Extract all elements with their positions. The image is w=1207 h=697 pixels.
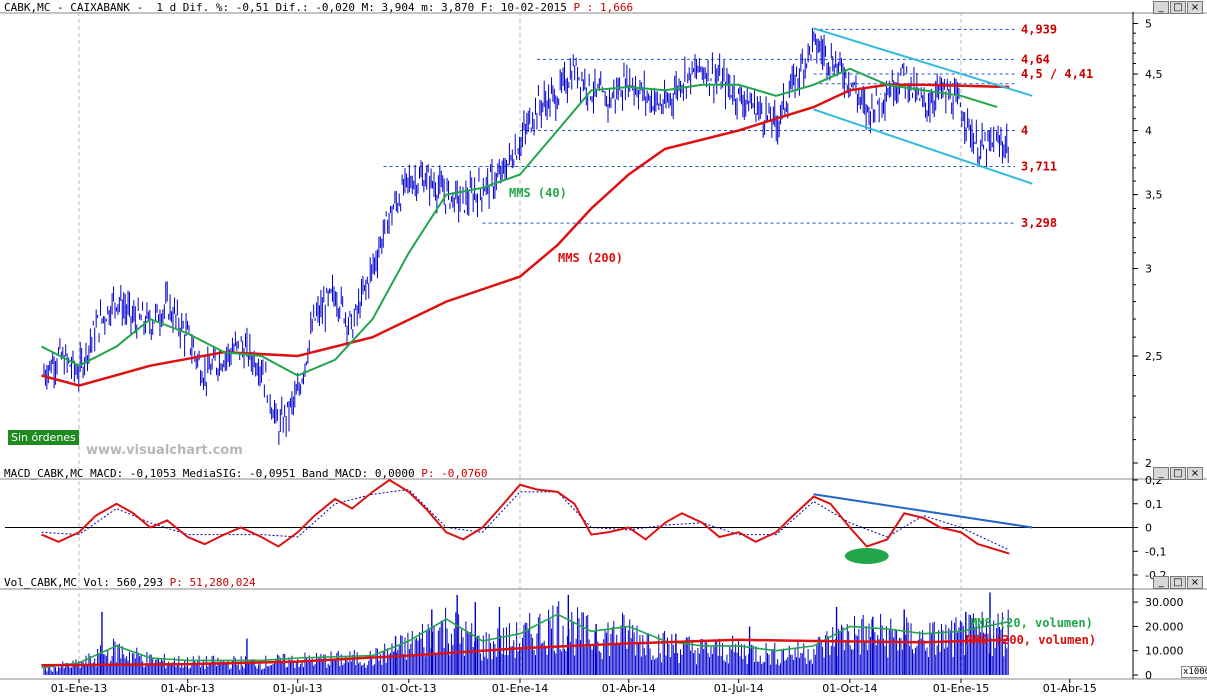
price-header-text: CABK,MC - CAIXABANK - 1 d Dif. %: -0,51 … <box>4 1 567 14</box>
x-tick-label: 01-Abr-14 <box>602 682 656 695</box>
close-icon[interactable]: × <box>1187 467 1203 480</box>
level-label: 3,711 <box>1021 160 1057 174</box>
volume-pane-controls: _ □ × <box>1153 576 1203 589</box>
price-header-p: P : 1,666 <box>566 1 634 14</box>
macd-line <box>41 478 1010 555</box>
volume-header-text: Vol_CABK,MC Vol: 560,293 <box>4 576 163 589</box>
x-tick-label: 01-Ene-13 <box>51 682 108 695</box>
minimize-icon[interactable]: _ <box>1153 1 1169 14</box>
channel-upper-line <box>813 27 1033 97</box>
level-label: 3,298 <box>1021 216 1057 230</box>
price-y-tick-label: 4,5 <box>1145 68 1163 81</box>
volume-y-tick-label: 20.000 <box>1145 620 1184 633</box>
mms20-volume-label: MMS (20, volumen) <box>970 616 1093 630</box>
channel-lower-line <box>813 108 1033 185</box>
price-pane-controls: _ □ × <box>1153 1 1203 14</box>
x-tick-label: 01-Jul-13 <box>273 682 323 695</box>
price-y-tick-label: 5 <box>1145 17 1152 30</box>
mms200-volume-label: MMS (200, volumen) <box>966 633 1097 647</box>
minimize-icon[interactable]: _ <box>1153 576 1169 589</box>
watermark: www.visualchart.com <box>86 443 243 458</box>
price-y-tick-label: 2 <box>1145 457 1152 470</box>
volume-header-p: P: 51,280,024 <box>162 576 256 589</box>
x-tick-label: 01-Oct-14 <box>822 682 877 695</box>
x-tick-label: 01-Abr-13 <box>161 682 215 695</box>
macd-y-tick-label: -0,1 <box>1145 545 1166 558</box>
volume-pane-header: Vol_CABK,MC Vol: 560,293 P: 51,280,024 <box>4 576 256 589</box>
macd-y-tick-label: 0,1 <box>1145 498 1163 511</box>
volume-mms200-line <box>41 638 1010 667</box>
macd-header-text: MACD_CABK,MC MACD: -0,1053 MediaSIG: -0,… <box>4 467 415 480</box>
x-tick-label: 01-Ene-14 <box>492 682 549 695</box>
level-label: 4,64 <box>1021 52 1050 66</box>
macd-highlight-ellipse <box>844 548 889 564</box>
volume-y-tick-label: 0 <box>1145 669 1152 682</box>
x-tick-label: 01-Ene-15 <box>933 682 990 695</box>
level-label: 4,5 / 4,41 <box>1021 67 1093 81</box>
maximize-icon[interactable]: □ <box>1170 576 1186 589</box>
volume-bars <box>43 601 1009 675</box>
close-icon[interactable]: × <box>1187 576 1203 589</box>
mms40-line <box>41 67 998 377</box>
maximize-icon[interactable]: □ <box>1170 467 1186 480</box>
volume-y-tick-label: 30.000 <box>1145 596 1184 609</box>
x-tick-label: 01-Jul-14 <box>714 682 764 695</box>
orders-badge[interactable]: Sin órdenes <box>8 430 79 445</box>
macd-y-tick-label: 0 <box>1145 522 1152 535</box>
minimize-icon[interactable]: _ <box>1153 467 1169 480</box>
volume-unit-label: x1000 <box>1181 666 1207 678</box>
price-y-tick-label: 3,5 <box>1145 189 1163 202</box>
level-label: 4 <box>1021 124 1028 138</box>
mms40-label: MMS (40) <box>509 186 567 200</box>
price-y-tick-label: 2,5 <box>1145 350 1163 363</box>
close-icon[interactable]: × <box>1187 1 1203 14</box>
x-tick-label: 01-Oct-13 <box>381 682 436 695</box>
macd-pane-controls: _ □ × <box>1153 467 1203 480</box>
volume-y-tick-label: 10.000 <box>1145 645 1184 658</box>
level-label: 4,939 <box>1021 22 1057 36</box>
macd-header-p: P: -0,0760 <box>414 467 488 480</box>
maximize-icon[interactable]: □ <box>1170 1 1186 14</box>
macd-trendline <box>813 493 1033 529</box>
x-tick-label: 01-Abr-15 <box>1043 682 1097 695</box>
volume-mms20-line <box>41 613 1010 669</box>
mms200-label: MMS (200) <box>558 251 624 265</box>
macd-pane-header: MACD_CABK,MC MACD: -0,1053 MediaSIG: -0,… <box>4 467 487 480</box>
price-pane-header: CABK,MC - CAIXABANK - 1 d Dif. %: -0,51 … <box>4 1 633 14</box>
price-y-tick-label: 3 <box>1145 263 1152 276</box>
price-y-tick-label: 4 <box>1145 125 1152 138</box>
